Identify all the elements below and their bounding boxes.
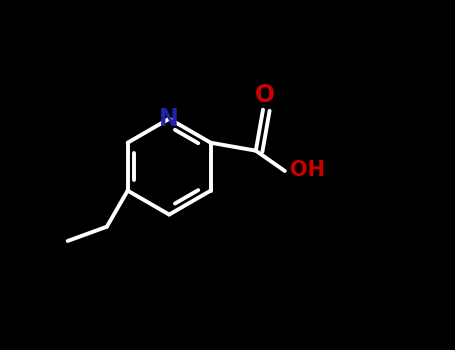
Text: OH: OH — [290, 160, 325, 180]
Text: O: O — [255, 83, 275, 107]
Text: N: N — [159, 107, 179, 131]
